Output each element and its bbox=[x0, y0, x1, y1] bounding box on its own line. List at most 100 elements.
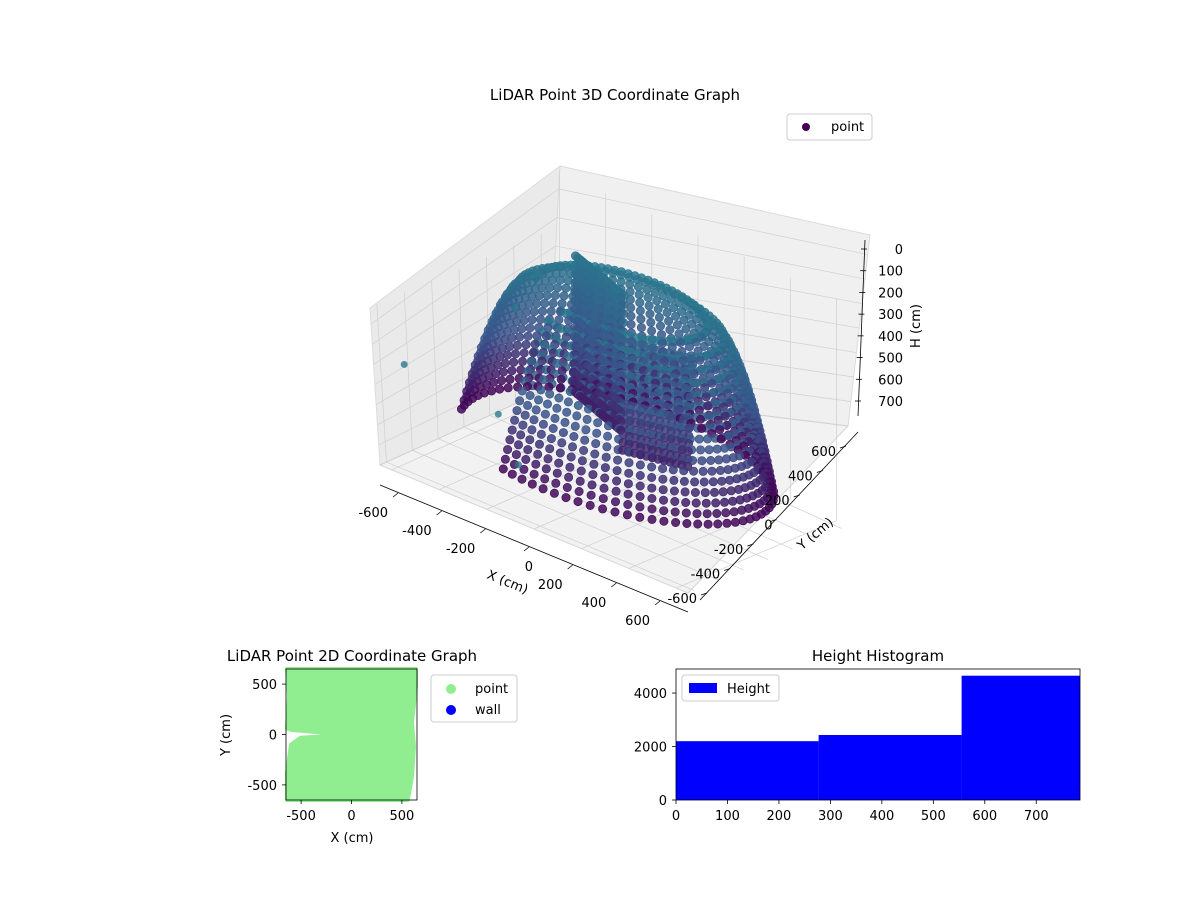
data-point bbox=[612, 476, 622, 486]
data-point bbox=[563, 352, 573, 362]
data-point bbox=[616, 277, 626, 287]
y-ticks-hist: 0 2000 4000 bbox=[634, 687, 676, 809]
data-point bbox=[548, 423, 558, 433]
data-point bbox=[694, 434, 704, 444]
legend-patch-height bbox=[689, 683, 717, 693]
data-point bbox=[671, 517, 681, 527]
data-point bbox=[647, 472, 657, 482]
legend-label-point-2d: point bbox=[475, 682, 508, 697]
data-point bbox=[502, 350, 512, 360]
data-point bbox=[635, 306, 645, 316]
data-point bbox=[530, 339, 540, 349]
data-point bbox=[647, 493, 657, 503]
data-point bbox=[593, 418, 603, 428]
data-point bbox=[718, 487, 728, 497]
chart-title-2d: LiDAR Point 2D Coordinate Graph bbox=[227, 647, 477, 665]
data-point bbox=[505, 435, 515, 445]
data-point bbox=[567, 442, 577, 452]
point-cloud bbox=[400, 251, 779, 529]
data-point bbox=[586, 490, 596, 500]
data-point bbox=[533, 449, 543, 459]
data-point bbox=[717, 476, 727, 486]
data-point bbox=[720, 443, 730, 453]
data-point bbox=[703, 519, 713, 529]
data-point bbox=[531, 459, 541, 469]
data-point bbox=[689, 466, 699, 476]
data-point bbox=[657, 338, 667, 348]
data-point bbox=[540, 409, 550, 419]
data-point bbox=[580, 435, 590, 445]
data-point bbox=[538, 484, 548, 494]
data-point bbox=[517, 356, 527, 366]
histogram-axes: Height Histogram 0 100 200 300 400 500 600 700 … bbox=[634, 647, 1081, 824]
outlier-point bbox=[400, 360, 408, 368]
x-axis-label-2d: X (cm) bbox=[331, 831, 374, 846]
data-point bbox=[728, 496, 738, 506]
gap-region bbox=[287, 731, 322, 737]
data-point bbox=[680, 487, 690, 497]
histogram-bar bbox=[676, 741, 819, 800]
data-point bbox=[545, 389, 555, 399]
data-point bbox=[561, 283, 571, 293]
y-axis-label-3d: Y (cm) bbox=[794, 515, 837, 554]
data-point bbox=[647, 483, 657, 493]
data-point bbox=[671, 311, 681, 321]
data-point bbox=[517, 474, 527, 484]
x-tick-label-hist: 500 bbox=[921, 809, 946, 824]
data-point bbox=[690, 477, 700, 487]
data-point bbox=[642, 285, 652, 295]
data-point bbox=[653, 304, 663, 314]
y-tick-3d bbox=[770, 519, 777, 522]
data-point bbox=[635, 491, 645, 501]
x-tick-label-3d: -600 bbox=[358, 506, 388, 521]
data-point bbox=[518, 420, 528, 430]
data-point bbox=[610, 497, 620, 507]
y-tick-3d bbox=[700, 592, 708, 596]
x-ticks-hist: 0 100 200 300 400 500 600 700 bbox=[672, 800, 1049, 824]
scatter-3d-axes: LiDAR Point 3D Coordinate Graph -600 -400… bbox=[358, 86, 924, 629]
histogram-bar bbox=[961, 675, 1080, 800]
data-point bbox=[598, 504, 608, 514]
gridline bbox=[376, 304, 387, 463]
data-point bbox=[538, 306, 548, 316]
data-point bbox=[659, 506, 669, 516]
scatter-2d-axes: LiDAR Point 2D Coordinate Graph -500 0 500… bbox=[219, 647, 518, 846]
data-point bbox=[545, 283, 555, 293]
data-point bbox=[591, 439, 601, 449]
data-point bbox=[625, 279, 635, 289]
data-point bbox=[559, 291, 569, 301]
data-point bbox=[548, 298, 558, 308]
data-point bbox=[695, 355, 705, 365]
data-point bbox=[512, 406, 522, 416]
data-point bbox=[679, 466, 689, 476]
data-point bbox=[707, 378, 717, 388]
outlier-point bbox=[514, 461, 522, 469]
data-point bbox=[670, 496, 680, 506]
data-point bbox=[527, 479, 537, 489]
data-point bbox=[523, 400, 533, 410]
x-tick-label-3d: 400 bbox=[582, 596, 607, 611]
data-point bbox=[699, 341, 709, 351]
z-tick-label-3d: 200 bbox=[878, 286, 903, 301]
data-point bbox=[576, 466, 586, 476]
data-point bbox=[720, 411, 730, 421]
data-point bbox=[712, 508, 722, 518]
data-point bbox=[698, 466, 708, 476]
data-point bbox=[701, 392, 711, 402]
data-point bbox=[599, 483, 609, 493]
data-point bbox=[626, 319, 636, 329]
data-point bbox=[704, 445, 714, 455]
data-point bbox=[557, 438, 567, 448]
gridline bbox=[555, 245, 863, 304]
data-point bbox=[635, 470, 645, 480]
data-point bbox=[536, 429, 546, 439]
x-tick-3d bbox=[654, 600, 661, 606]
legend-marker-point bbox=[802, 123, 810, 131]
data-point bbox=[545, 444, 555, 454]
data-point bbox=[660, 299, 670, 309]
data-point bbox=[664, 316, 674, 326]
data-point bbox=[600, 463, 610, 473]
data-point bbox=[507, 469, 517, 479]
data-point bbox=[529, 415, 539, 425]
y-tick-3d bbox=[839, 445, 847, 449]
